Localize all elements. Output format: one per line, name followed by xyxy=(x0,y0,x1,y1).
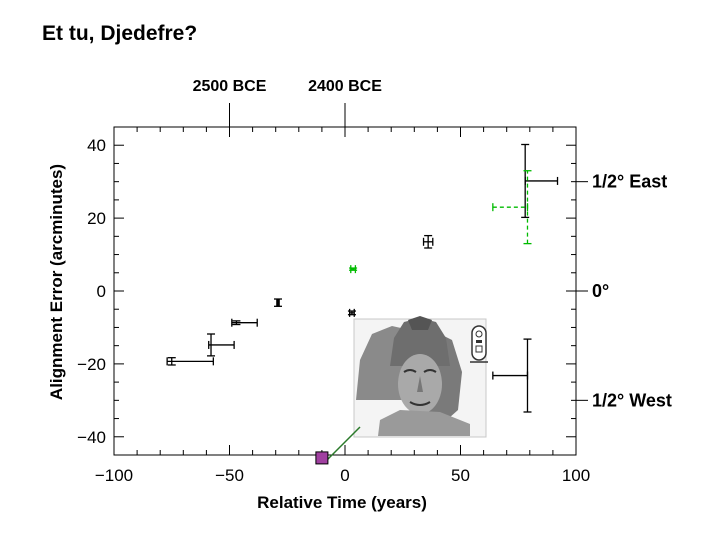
y-tick-label: 0 xyxy=(97,282,106,301)
series-layer xyxy=(166,143,559,413)
x-tick-label: −100 xyxy=(95,466,133,485)
data-point xyxy=(274,298,283,307)
data-point xyxy=(166,357,214,366)
right-axis-label: 0° xyxy=(592,281,609,301)
data-point xyxy=(521,143,559,219)
y-axis: −40 −20 0 20 40 xyxy=(77,136,576,447)
x-tick-label: 0 xyxy=(340,466,349,485)
data-point xyxy=(492,170,532,245)
y-axis-label: Alignment Error (arcminutes) xyxy=(47,164,66,400)
annotation-layer xyxy=(315,451,329,465)
x-axis-label: Relative Time (years) xyxy=(257,493,427,512)
djedefre-head-photo xyxy=(353,316,488,438)
right-axis: 1/2° East 0° 1/2° West xyxy=(576,172,672,410)
x-axis: −100 −50 0 50 100 xyxy=(95,127,590,485)
top-axis-label: 2500 BCE xyxy=(193,78,267,95)
data-point xyxy=(207,333,235,357)
x-tick-label: 50 xyxy=(451,466,470,485)
y-tick-label: −20 xyxy=(77,355,106,374)
right-axis-label: 1/2° East xyxy=(592,172,667,192)
pointer-line xyxy=(326,426,361,461)
data-point xyxy=(492,338,532,413)
data-point xyxy=(422,234,434,249)
data-point xyxy=(347,308,356,317)
y-tick-label: −40 xyxy=(77,428,106,447)
plot-frame xyxy=(113,126,577,456)
square-marker xyxy=(315,451,329,465)
slide-title: Et tu, Djedefre? xyxy=(42,22,198,45)
data-point xyxy=(231,318,258,327)
y-tick-label: 20 xyxy=(87,209,106,228)
y-tick-label: 40 xyxy=(87,136,106,155)
cartouche-icon xyxy=(470,325,488,363)
data-point xyxy=(349,265,358,274)
x-tick-label: 100 xyxy=(562,466,590,485)
x-tick-label: −50 xyxy=(215,466,244,485)
top-axis: 2500 BCE 2400 BCE xyxy=(193,78,382,127)
right-axis-label: 1/2° West xyxy=(592,390,672,410)
top-axis-label: 2400 BCE xyxy=(308,78,382,95)
